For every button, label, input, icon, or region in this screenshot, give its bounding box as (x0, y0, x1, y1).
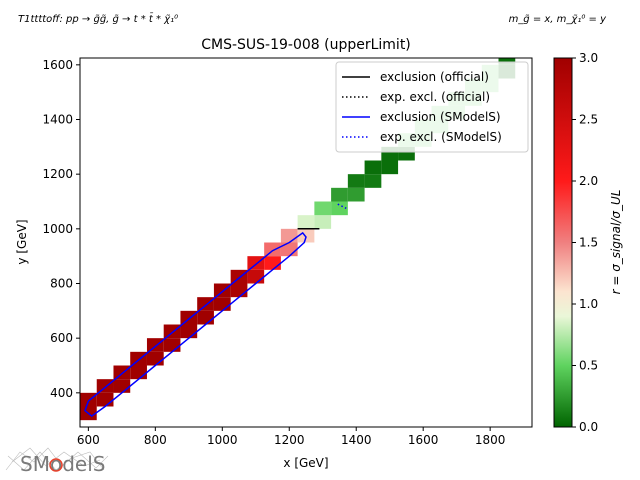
logo-text: SModelS (20, 452, 105, 476)
y-tick-label: 1200 (42, 167, 73, 181)
heatmap-cell (280, 228, 298, 243)
colorbar-tick-label: 2.5 (579, 113, 598, 127)
heatmap-cell (364, 160, 382, 175)
topology-label: T1ttttoff: pp → g̃g̃, g̃ → t * t̄ * χ̃₁⁰ (18, 12, 178, 25)
y-tick-label: 1400 (42, 113, 73, 127)
heatmap-cell (381, 160, 399, 175)
colorbar-tick-label: 1.5 (579, 236, 598, 250)
legend: exclusion (official) exp. excl. (official… (335, 61, 529, 153)
x-tick-label: 600 (77, 433, 100, 447)
plot-frame (79, 57, 533, 428)
heatmap-cell (180, 324, 198, 339)
colorbar: 0.0 0.5 1.0 1.5 2.0 2.5 3.0 r = σ_signal/σ_UL (553, 51, 623, 434)
heatmap-cell (264, 256, 281, 270)
colorbar-tick-label: 0.5 (579, 359, 598, 373)
x-tick-label: 800 (144, 433, 167, 447)
heatmap-cell (230, 283, 248, 298)
chart-title: CMS-SUS-19-008 (upperLimit) (201, 37, 411, 53)
heatmap-cell (297, 228, 315, 243)
colorbar-tick-label: 3.0 (579, 51, 598, 65)
heatmap-cell (498, 58, 516, 65)
x-axis-ticks: 600 800 1000 1200 1400 1600 1800 (77, 427, 506, 447)
x-axis-label: x [GeV] (283, 456, 328, 470)
y-tick-label: 600 (50, 331, 73, 345)
heatmap-cell (297, 215, 315, 229)
heatmap-cell (347, 174, 365, 188)
y-tick-label: 1600 (42, 58, 73, 72)
heatmap-cell (364, 174, 382, 188)
legend-label: exclusion (SModelS) (380, 110, 501, 124)
y-tick-label: 800 (50, 277, 73, 291)
heatmap-cell (96, 379, 114, 393)
heatmap-cell (96, 392, 114, 407)
y-tick-label: 400 (50, 386, 73, 400)
smodels-logo: SModelS (5, 447, 109, 476)
heatmap-cell (331, 201, 348, 216)
colorbar-tick-label: 2.0 (579, 174, 598, 188)
heatmap-cell (130, 351, 147, 366)
x-tick-label: 1200 (274, 433, 305, 447)
heatmap-cell (213, 297, 231, 311)
y-axis-label: y [GeV] (15, 219, 29, 264)
heatmap-cell (230, 269, 248, 284)
x-tick-label: 1400 (341, 433, 372, 447)
heatmap-cell (247, 256, 265, 270)
x-tick-label: 1800 (475, 433, 506, 447)
colorbar-tick-label: 1.0 (579, 297, 598, 311)
legend-box (335, 61, 529, 153)
x-tick-label: 1600 (408, 433, 439, 447)
heatmap-cell (113, 365, 131, 380)
heatmap-cell (247, 269, 265, 284)
exclusion-curves (84, 203, 347, 418)
series-line (84, 231, 307, 418)
x-tick-label: 1000 (207, 433, 238, 447)
heatmap-cell (213, 283, 231, 298)
y-axis-ticks: 400 600 800 1000 1200 1400 1600 (42, 58, 80, 400)
heatmap-cell (264, 242, 281, 257)
legend-label: exp. excl. (SModelS) (380, 130, 502, 144)
colorbar-tick-label: 0.0 (579, 420, 598, 434)
heatmap-cell (197, 310, 214, 325)
heatmap-cell (347, 187, 365, 202)
colorbar-gradient (553, 57, 573, 428)
heatmap-cell (163, 338, 181, 352)
heatmap-cell (314, 201, 332, 216)
heatmap-cell (163, 324, 181, 339)
heatmap-cell (146, 351, 164, 366)
colorbar-ticks: 0.0 0.5 1.0 1.5 2.0 2.5 3.0 (572, 51, 598, 434)
heatmap-cell (314, 215, 332, 229)
heatmap-cell (80, 392, 97, 407)
legend-label: exclusion (official) (380, 70, 489, 84)
heatmap-cell (113, 379, 131, 393)
series-line (337, 203, 347, 209)
mass-assignment-label: m_g̃ = x, m_χ̃₁⁰ = y (509, 13, 608, 25)
heatmap-cell (130, 365, 147, 380)
logo-o-ring (49, 458, 63, 472)
colorbar-label: r = σ_signal/σ_UL (609, 190, 623, 295)
heatmap-cell (197, 297, 214, 311)
heatmap-cell (180, 310, 198, 325)
heatmap-cell (331, 187, 348, 202)
heatmap-cell (146, 338, 164, 352)
y-tick-label: 1000 (42, 222, 73, 236)
legend-label: exp. excl. (official) (380, 90, 490, 104)
